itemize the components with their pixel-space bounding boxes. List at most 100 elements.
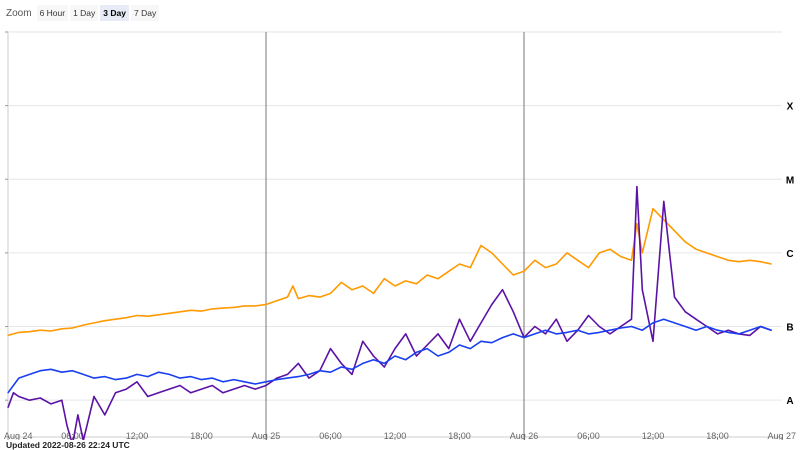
data-point — [663, 318, 665, 320]
data-point — [114, 379, 117, 381]
data-point — [66, 425, 68, 427]
data-point — [104, 414, 106, 416]
series-line-1 — [7, 207, 772, 337]
data-point — [147, 376, 149, 378]
data-point — [405, 280, 407, 282]
data-point — [125, 388, 127, 390]
data-point — [254, 388, 256, 390]
data-point — [276, 300, 278, 302]
data-point — [12, 392, 14, 394]
flare-class-label: B — [786, 323, 793, 334]
zoom-7-day-button[interactable]: 7 Day — [130, 5, 160, 21]
x-tick-label: Aug 27 — [767, 431, 796, 440]
data-point — [276, 377, 278, 379]
xray-flux-chart[interactable]: X M C B A Aug 24 06:00 12:00 18:00 Aug 25 06:00 12:… — [0, 0, 800, 440]
x-tick-label: Aug 26 — [510, 431, 539, 440]
data-point — [28, 331, 31, 333]
data-point — [706, 252, 708, 254]
data-point — [566, 340, 568, 342]
data-point — [598, 331, 600, 333]
data-point — [641, 329, 643, 331]
data-point — [362, 285, 364, 287]
data-point — [458, 344, 461, 346]
data-point — [50, 368, 52, 370]
data-point — [544, 329, 547, 331]
data-point — [179, 384, 181, 387]
data-point — [28, 373, 31, 375]
data-point — [458, 318, 461, 320]
data-point — [157, 392, 160, 394]
x-tick-label: 06:00 — [319, 431, 342, 440]
data-point — [636, 186, 638, 188]
data-point — [716, 256, 719, 258]
data-point — [71, 327, 74, 329]
data-point — [211, 377, 213, 379]
data-point — [211, 308, 213, 310]
data-point — [663, 200, 665, 202]
data-point — [620, 327, 622, 329]
data-point — [190, 392, 192, 394]
data-point — [77, 414, 79, 416]
data-point — [157, 371, 160, 373]
data-point — [147, 315, 149, 317]
data-point — [372, 359, 375, 361]
data-point — [716, 329, 719, 331]
data-point — [448, 351, 450, 353]
data-point — [308, 295, 310, 297]
data-point — [243, 381, 246, 383]
data-point — [684, 311, 686, 313]
data-point — [114, 392, 117, 394]
data-point — [501, 337, 504, 339]
data-point — [340, 366, 342, 368]
zoom-6-hour-button[interactable]: 6 Hour — [36, 5, 69, 21]
data-point — [233, 306, 235, 308]
data-point — [630, 318, 633, 320]
data-point — [82, 324, 84, 326]
data-point — [437, 333, 439, 335]
data-point — [577, 259, 579, 261]
zoom-3-day-button[interactable]: 3 Day — [100, 5, 129, 21]
data-point — [770, 329, 772, 331]
data-point — [222, 381, 224, 383]
data-point — [587, 314, 590, 317]
data-point — [727, 331, 729, 333]
x-tick-label: 18:00 — [448, 431, 471, 440]
data-point — [480, 244, 482, 247]
data-point — [501, 263, 504, 265]
data-point — [727, 329, 729, 331]
data-point — [394, 285, 396, 287]
data-point — [641, 252, 643, 254]
data-point — [39, 370, 41, 372]
data-point — [716, 333, 719, 335]
data-point — [405, 333, 407, 335]
data-point — [18, 331, 20, 333]
data-point — [587, 267, 590, 269]
data-point — [566, 252, 568, 254]
data-point — [61, 371, 63, 373]
data-point — [684, 241, 686, 243]
data-point — [695, 248, 697, 250]
data-point — [233, 379, 235, 381]
data-point — [587, 333, 590, 335]
data-point — [136, 373, 138, 375]
data-point — [7, 392, 9, 394]
data-point — [383, 366, 385, 368]
data-point — [50, 403, 52, 405]
x-tick-label: Aug 24 — [4, 431, 33, 440]
data-point — [652, 208, 654, 210]
zoom-1-day-button[interactable]: 1 Day — [70, 5, 99, 21]
data-point — [265, 303, 267, 306]
data-point — [190, 309, 192, 311]
data-point — [534, 259, 536, 261]
data-point — [663, 219, 665, 221]
data-point — [426, 274, 428, 276]
data-point — [620, 256, 622, 258]
data-point — [759, 261, 762, 263]
data-point — [555, 318, 557, 320]
data-point — [243, 305, 246, 307]
data-point — [437, 355, 439, 357]
data-point — [254, 383, 256, 385]
data-point — [329, 292, 332, 294]
data-point — [104, 320, 106, 322]
data-point — [759, 325, 762, 328]
